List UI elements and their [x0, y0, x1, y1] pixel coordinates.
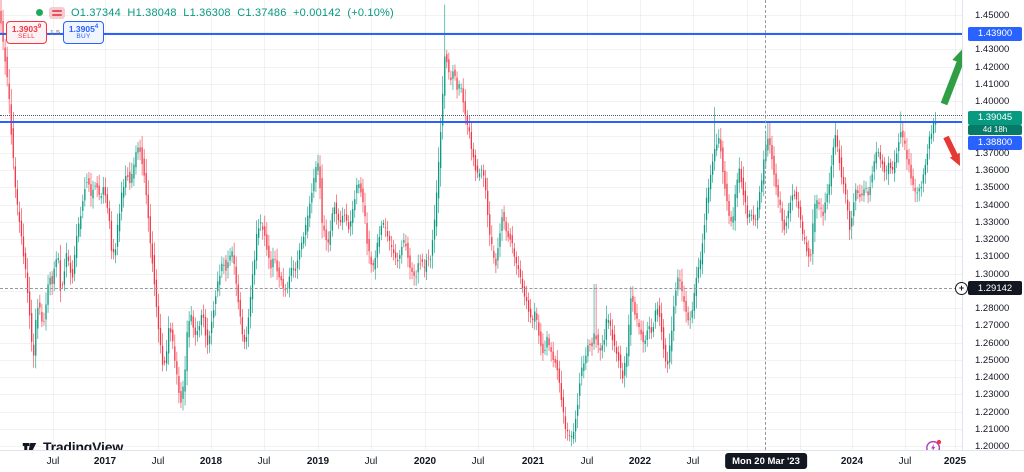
time-tick-2018: 2018: [199, 456, 223, 467]
current-price-label: 1.39045: [968, 110, 1022, 125]
time-tick-jul: Jul: [471, 456, 485, 467]
price-tick: 1.45000: [975, 10, 1010, 21]
price-tick: 1.43000: [975, 44, 1010, 56]
time-tick-jul: Jul: [686, 456, 700, 467]
time-tick-2020: 2020: [413, 456, 437, 467]
price-tick: 1.25000: [975, 354, 1010, 366]
price-label-1-43900[interactable]: 1.43900: [968, 26, 1022, 41]
price-tick: 1.26000: [975, 337, 1010, 349]
price-tick: 1.20000: [975, 441, 1010, 453]
price-tick: 1.24000: [975, 372, 1010, 384]
tradingview-logo-icon: [22, 442, 37, 452]
crosshair-price-label: 1.29142: [968, 281, 1022, 296]
time-tick-2025: 2025: [943, 456, 967, 467]
time-tick-2022: 2022: [628, 456, 652, 467]
price-tick: 1.37000: [975, 147, 1010, 159]
price-tick: 1.21000: [975, 423, 1010, 435]
crosshair-vertical-line: [765, 0, 766, 450]
price-tick: 1.28000: [975, 303, 1010, 315]
time-tick-2017: 2017: [93, 456, 117, 467]
time-tick-jul: Jul: [898, 456, 912, 467]
time-tick-jul: Jul: [364, 456, 378, 467]
time-tick-jul: Jul: [580, 456, 594, 467]
price-tick: 1.23000: [975, 389, 1010, 401]
buy-label: BUY: [76, 33, 91, 41]
time-tick-jul: Jul: [46, 456, 60, 467]
order-panel: 1.39039 SELL 1.5 1.39054 BUY: [6, 21, 104, 44]
crosshair-date-tooltip: Mon 20 Mar '23: [725, 453, 807, 469]
sell-price: 1.3903: [11, 23, 38, 34]
time-tick-2021: 2021: [521, 456, 545, 467]
time-axis[interactable]: @ Jul2017Jul2018Jul2019Jul2020Jul2021Jul…: [0, 450, 1024, 472]
current-price-dotted-line: [0, 114, 962, 116]
crosshair-horizontal-line: [0, 288, 962, 290]
time-tick-2024: 2024: [840, 456, 864, 467]
price-tick: 1.40000: [975, 96, 1010, 108]
horizontal-line-1-43900[interactable]: [0, 32, 962, 35]
price-tick: 1.35000: [975, 182, 1010, 194]
time-tick-jul: Jul: [257, 456, 271, 467]
price-tick: 1.34000: [975, 199, 1010, 211]
price-tick: 1.30000: [975, 268, 1010, 280]
price-tick: 1.42000: [975, 61, 1010, 73]
market-open-dot-icon: [36, 9, 43, 16]
sell-price-sup: 9: [37, 24, 42, 31]
bar-countdown-label: 4d 18h: [968, 124, 1022, 135]
price-axis[interactable]: 1.43900 1.39045 4d 18h 1.38800 1.29142 +…: [955, 0, 1024, 453]
ohlc-values: O1.37344 H1.38048 L1.36308 C1.37486 +0.0…: [71, 6, 394, 19]
add-alert-plus-icon[interactable]: +: [955, 281, 968, 295]
sell-label: SELL: [17, 33, 36, 41]
instrument-icon[interactable]: [49, 6, 65, 19]
price-label-1-38800[interactable]: 1.38800: [968, 135, 1022, 150]
candlestick-canvas: [0, 0, 962, 450]
price-tick: 1.31000: [975, 251, 1010, 263]
buy-button[interactable]: 1.39054 BUY: [63, 21, 104, 44]
price-tick: 1.33000: [975, 216, 1010, 228]
price-tick: 1.32000: [975, 234, 1010, 246]
buy-price-sup: 4: [94, 24, 99, 31]
spread-value: 1.5: [49, 28, 61, 37]
buy-price: 1.3905: [68, 23, 95, 34]
sell-button[interactable]: 1.39039 SELL: [6, 21, 47, 44]
horizontal-line-1-38800[interactable]: [0, 120, 962, 123]
price-tick: 1.41000: [975, 78, 1010, 90]
price-tick: 1.22000: [975, 406, 1010, 418]
time-tick-jul: Jul: [151, 456, 165, 467]
symbol-legend: O1.37344 H1.38048 L1.36308 C1.37486 +0.0…: [36, 5, 394, 20]
price-tick: 1.36000: [975, 165, 1010, 177]
time-tick-2019: 2019: [306, 456, 330, 467]
chart-pane[interactable]: O1.37344 H1.38048 L1.36308 C1.37486 +0.0…: [0, 0, 962, 455]
price-tick: 1.27000: [975, 320, 1010, 332]
